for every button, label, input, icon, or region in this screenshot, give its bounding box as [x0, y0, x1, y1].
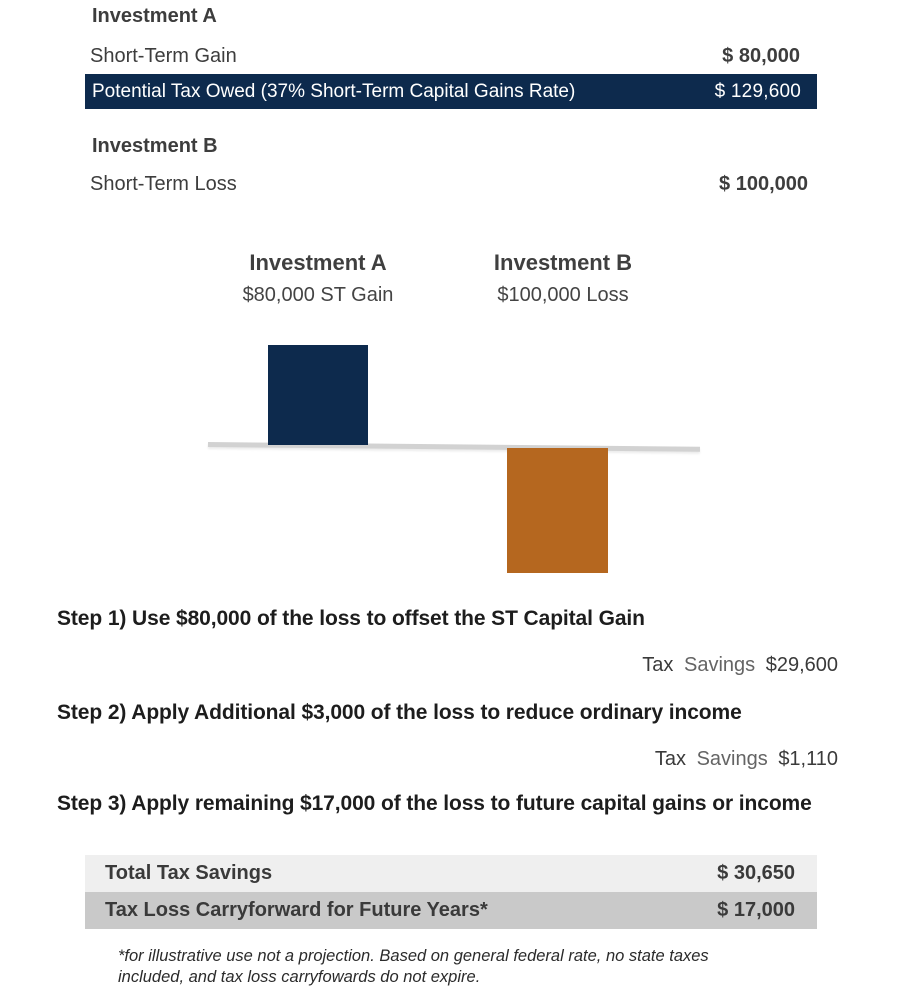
step-1-tax-savings: Tax Savings $29,600 — [642, 654, 838, 677]
total-tax-savings-value: $ 30,650 — [717, 862, 795, 884]
step-1-savings-prefix: Tax — [642, 654, 674, 676]
chart-column-b-title: Investment B — [493, 250, 633, 275]
short-term-loss-value: $ 100,000 — [719, 173, 808, 195]
step-3-text: Step 3) Apply remaining $17,000 of the l… — [57, 792, 812, 815]
short-term-gain-row: Short-Term Gain $ 80,000 — [90, 45, 800, 68]
total-tax-savings-label: Total Tax Savings — [105, 862, 273, 884]
tax-loss-carryforward-label: Tax Loss Carryforward for Future Years* — [105, 899, 488, 921]
short-term-gain-label: Short-Term Gain — [90, 45, 237, 67]
tax-loss-carryforward-value: $ 17,000 — [717, 899, 795, 921]
short-term-loss-row: Short-Term Loss $ 100,000 — [90, 173, 808, 196]
step-1-text: Step 1) Use $80,000 of the loss to offse… — [57, 607, 645, 630]
step-1-savings-amount: $29,600 — [765, 654, 838, 676]
investment-a-heading: Investment A — [92, 5, 217, 27]
step-2-savings-amount: $1,110 — [778, 748, 838, 770]
potential-tax-owed-label: Potential Tax Owed (37% Short-Term Capit… — [92, 80, 576, 102]
chart-column-a-subtitle: $80,000 ST Gain — [242, 284, 394, 306]
total-tax-savings-row: Total Tax Savings $ 30,650 — [85, 855, 817, 892]
footnote-disclaimer: *for illustrative use not a projection. … — [118, 947, 709, 986]
bar-chart — [0, 330, 900, 580]
gain-bar-investment-a — [268, 345, 368, 445]
step-1-savings-word: Savings — [683, 654, 756, 676]
step-2-text: Step 2) Apply Additional $3,000 of the l… — [57, 701, 742, 724]
chart-column-b-subtitle: $100,000 Loss — [497, 284, 629, 306]
potential-tax-owed-row: Potential Tax Owed (37% Short-Term Capit… — [85, 74, 817, 109]
short-term-loss-label: Short-Term Loss — [90, 173, 237, 195]
step-2-savings-prefix: Tax — [654, 748, 687, 770]
totals-table: Total Tax Savings $ 30,650 Tax Loss Carr… — [85, 855, 817, 929]
chart-column-a-title: Investment A — [249, 250, 387, 275]
potential-tax-owed-value: $ 129,600 — [714, 80, 801, 102]
step-2-savings-word: Savings — [696, 748, 768, 770]
investment-b-heading: Investment B — [92, 135, 218, 157]
tax-loss-carryforward-row: Tax Loss Carryforward for Future Years* … — [85, 892, 817, 929]
step-2-tax-savings: Tax Savings $1,110 — [655, 748, 838, 771]
loss-bar-investment-b — [507, 448, 608, 573]
short-term-gain-value: $ 80,000 — [722, 45, 800, 67]
